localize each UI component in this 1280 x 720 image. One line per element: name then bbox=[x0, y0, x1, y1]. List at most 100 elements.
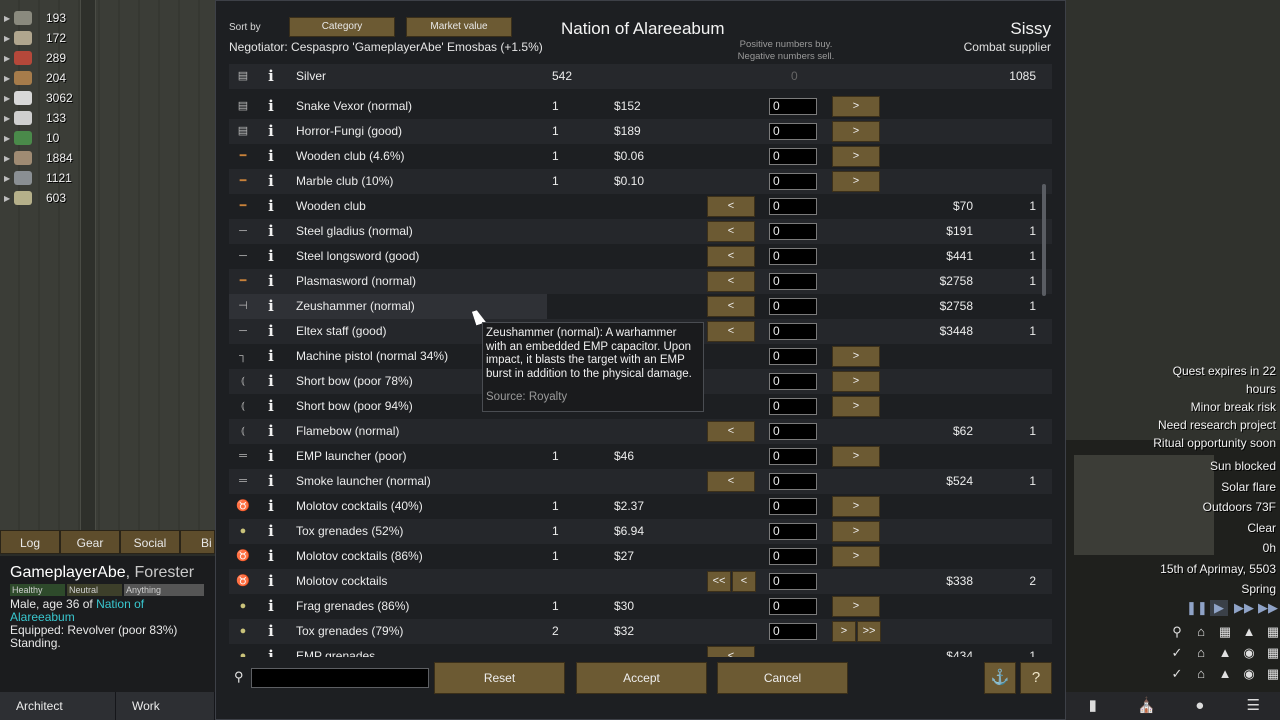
transfer-left-button[interactable]: < bbox=[707, 296, 755, 317]
transfer-right-button[interactable]: > bbox=[832, 546, 880, 567]
map-view-right[interactable] bbox=[1066, 0, 1280, 720]
quantity-input[interactable]: 0 bbox=[769, 548, 817, 565]
info-icon[interactable]: i bbox=[268, 572, 274, 590]
play-superfast-icon[interactable]: ▶▶ bbox=[1258, 600, 1278, 615]
resource-item[interactable]: ▶ 172 bbox=[4, 28, 114, 48]
info-icon[interactable]: i bbox=[268, 222, 274, 240]
beauty-overlay-icon[interactable]: ▲ bbox=[1242, 624, 1256, 639]
transfer-left-button[interactable]: < bbox=[707, 321, 755, 342]
info-icon[interactable]: i bbox=[268, 472, 274, 490]
transfer-left-button[interactable]: < bbox=[707, 221, 755, 242]
info-icon[interactable]: i bbox=[268, 547, 274, 565]
expand-arrow-icon[interactable]: ▶ bbox=[4, 93, 11, 103]
alert-item[interactable]: Need research project bbox=[1157, 418, 1276, 432]
info-icon[interactable]: i bbox=[268, 622, 274, 640]
quantity-input[interactable]: 0 bbox=[769, 573, 817, 590]
trade-cart-icon[interactable]: ? bbox=[1020, 662, 1052, 694]
transfer-all-right-button[interactable]: >> bbox=[857, 621, 881, 642]
transfer-right-button[interactable]: > bbox=[832, 596, 880, 617]
map-view-left[interactable] bbox=[0, 0, 215, 530]
resource-item[interactable]: ▶ 133 bbox=[4, 108, 114, 128]
quantity-input[interactable]: 0 bbox=[769, 273, 817, 290]
planning-icon[interactable]: ▦ bbox=[1266, 645, 1280, 660]
quantity-input[interactable]: 0 bbox=[769, 348, 817, 365]
tab-social[interactable]: Social bbox=[120, 530, 180, 554]
info-icon[interactable]: i bbox=[268, 147, 274, 165]
auto-rebuild-icon[interactable]: ✓ bbox=[1171, 666, 1183, 681]
quantity-input[interactable]: 0 bbox=[769, 473, 817, 490]
transfer-right-button[interactable]: > bbox=[832, 621, 856, 642]
transfer-right-button[interactable]: > bbox=[832, 96, 880, 117]
info-icon[interactable]: i bbox=[268, 322, 274, 340]
zoom-icon[interactable]: ⚲ bbox=[1172, 624, 1182, 639]
expand-arrow-icon[interactable]: ▶ bbox=[4, 133, 11, 143]
auto-home-icon[interactable]: ✓ bbox=[1171, 645, 1183, 660]
alert-item[interactable]: hours bbox=[1245, 382, 1276, 396]
expand-arrow-icon[interactable]: ▶ bbox=[4, 113, 11, 123]
info-icon[interactable]: i bbox=[268, 372, 274, 390]
resource-item[interactable]: ▶ 603 bbox=[4, 188, 114, 208]
quantity-input[interactable]: 0 bbox=[769, 173, 817, 190]
quantity-input[interactable]: 0 bbox=[769, 323, 817, 340]
info-icon[interactable]: i bbox=[268, 497, 274, 515]
research-icon[interactable]: ● bbox=[1195, 697, 1205, 714]
quantity-input[interactable]: 0 bbox=[769, 373, 817, 390]
info-icon[interactable]: i bbox=[268, 67, 274, 85]
transfer-right-button[interactable]: > bbox=[832, 496, 880, 517]
info-icon[interactable]: i bbox=[268, 197, 274, 215]
transfer-left-button[interactable]: < bbox=[732, 571, 756, 592]
quantity-input[interactable]: 0 bbox=[769, 448, 817, 465]
transfer-right-button[interactable]: > bbox=[832, 171, 880, 192]
sort-market-value-button[interactable]: Market value bbox=[406, 17, 512, 37]
info-icon[interactable]: i bbox=[268, 172, 274, 190]
book-icon[interactable]: ▮ bbox=[1088, 697, 1097, 714]
quantity-input[interactable]: 0 bbox=[769, 98, 817, 115]
food-restriction-bar[interactable]: Anything bbox=[124, 584, 204, 596]
resource-item[interactable]: ▶ 10 bbox=[4, 128, 114, 148]
quantity-input[interactable]: 0 bbox=[769, 298, 817, 315]
transfer-left-button[interactable]: < bbox=[707, 646, 755, 657]
transfer-right-button[interactable]: > bbox=[832, 446, 880, 467]
quantity-input[interactable]: 0 bbox=[769, 398, 817, 415]
alert-item[interactable]: Quest expires in 22 bbox=[1172, 364, 1276, 378]
expand-arrow-icon[interactable]: ▶ bbox=[4, 193, 11, 203]
alert-item[interactable]: Minor break risk bbox=[1190, 400, 1276, 414]
grid-icon[interactable]: ▦ bbox=[1266, 666, 1280, 681]
info-icon[interactable]: i bbox=[268, 97, 274, 115]
resource-item[interactable]: ▶ 193 bbox=[4, 8, 114, 28]
expand-arrow-icon[interactable]: ▶ bbox=[4, 13, 11, 23]
resource-item[interactable]: ▶ 1884 bbox=[4, 148, 114, 168]
transfer-left-button[interactable]: < bbox=[707, 271, 755, 292]
quantity-input[interactable]: 0 bbox=[769, 498, 817, 515]
transfer-right-button[interactable]: > bbox=[832, 521, 880, 542]
info-icon[interactable]: i bbox=[268, 522, 274, 540]
play-normal-icon[interactable]: ▶ bbox=[1210, 600, 1228, 616]
transfer-left-button[interactable]: < bbox=[707, 196, 755, 217]
faction-link[interactable]: Nation of Alareeabum bbox=[10, 597, 145, 624]
info-icon[interactable]: i bbox=[268, 347, 274, 365]
quantity-input[interactable]: 0 bbox=[769, 423, 817, 440]
expand-arrow-icon[interactable]: ▶ bbox=[4, 53, 11, 63]
transfer-left-button[interactable]: < bbox=[707, 421, 755, 442]
transfer-right-button[interactable]: > bbox=[832, 396, 880, 417]
sort-category-button[interactable]: Category bbox=[289, 17, 395, 37]
transfer-right-button[interactable]: > bbox=[832, 346, 880, 367]
expand-arrow-icon[interactable]: ▶ bbox=[4, 173, 11, 183]
info-icon[interactable]: i bbox=[268, 422, 274, 440]
learning-overlay-icon[interactable]: ▲ bbox=[1218, 645, 1232, 660]
transfer-left-button[interactable]: < bbox=[707, 471, 755, 492]
expand-arrow-icon[interactable]: ▶ bbox=[4, 73, 11, 83]
transfer-right-button[interactable]: > bbox=[832, 121, 880, 142]
transfer-all-left-button[interactable]: << bbox=[707, 571, 731, 592]
architect-button[interactable]: Architect bbox=[0, 692, 116, 720]
resource-item[interactable]: ▶ 1121 bbox=[4, 168, 114, 188]
info-icon[interactable]: i bbox=[268, 297, 274, 315]
tab-log[interactable]: Log bbox=[0, 530, 60, 554]
info-icon[interactable]: i bbox=[268, 447, 274, 465]
transfer-left-button[interactable]: < bbox=[707, 246, 755, 267]
quantity-input[interactable]: 0 bbox=[769, 523, 817, 540]
roof-overlay-icon[interactable]: ⌂ bbox=[1197, 624, 1205, 639]
scrollbar-thumb[interactable] bbox=[1042, 184, 1046, 296]
reset-button[interactable]: Reset bbox=[434, 662, 565, 694]
color-icon[interactable]: ◉ bbox=[1243, 666, 1255, 681]
